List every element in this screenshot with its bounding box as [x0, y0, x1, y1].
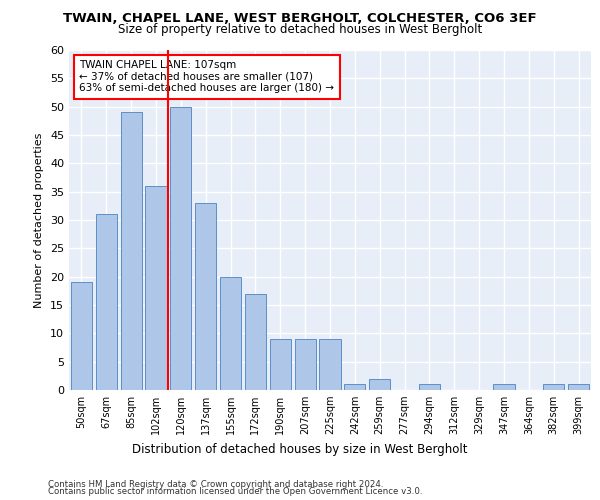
- Bar: [96, 214, 117, 390]
- Text: TWAIN CHAPEL LANE: 107sqm
← 37% of detached houses are smaller (107)
63% of semi: TWAIN CHAPEL LANE: 107sqm ← 37% of detac…: [79, 60, 334, 94]
- Text: Distribution of detached houses by size in West Bergholt: Distribution of detached houses by size …: [132, 442, 468, 456]
- Bar: [220, 276, 241, 390]
- Bar: [121, 112, 142, 390]
- Bar: [493, 384, 515, 390]
- Bar: [71, 282, 92, 390]
- Bar: [419, 384, 440, 390]
- Text: Contains public sector information licensed under the Open Government Licence v3: Contains public sector information licen…: [48, 487, 422, 496]
- Bar: [344, 384, 365, 390]
- Bar: [369, 378, 390, 390]
- Bar: [568, 384, 589, 390]
- Bar: [170, 106, 191, 390]
- Bar: [245, 294, 266, 390]
- Bar: [270, 339, 291, 390]
- Bar: [319, 339, 341, 390]
- Y-axis label: Number of detached properties: Number of detached properties: [34, 132, 44, 308]
- Bar: [295, 339, 316, 390]
- Text: TWAIN, CHAPEL LANE, WEST BERGHOLT, COLCHESTER, CO6 3EF: TWAIN, CHAPEL LANE, WEST BERGHOLT, COLCH…: [63, 12, 537, 26]
- Text: Contains HM Land Registry data © Crown copyright and database right 2024.: Contains HM Land Registry data © Crown c…: [48, 480, 383, 489]
- Bar: [543, 384, 564, 390]
- Text: Size of property relative to detached houses in West Bergholt: Size of property relative to detached ho…: [118, 22, 482, 36]
- Bar: [195, 203, 216, 390]
- Bar: [145, 186, 167, 390]
